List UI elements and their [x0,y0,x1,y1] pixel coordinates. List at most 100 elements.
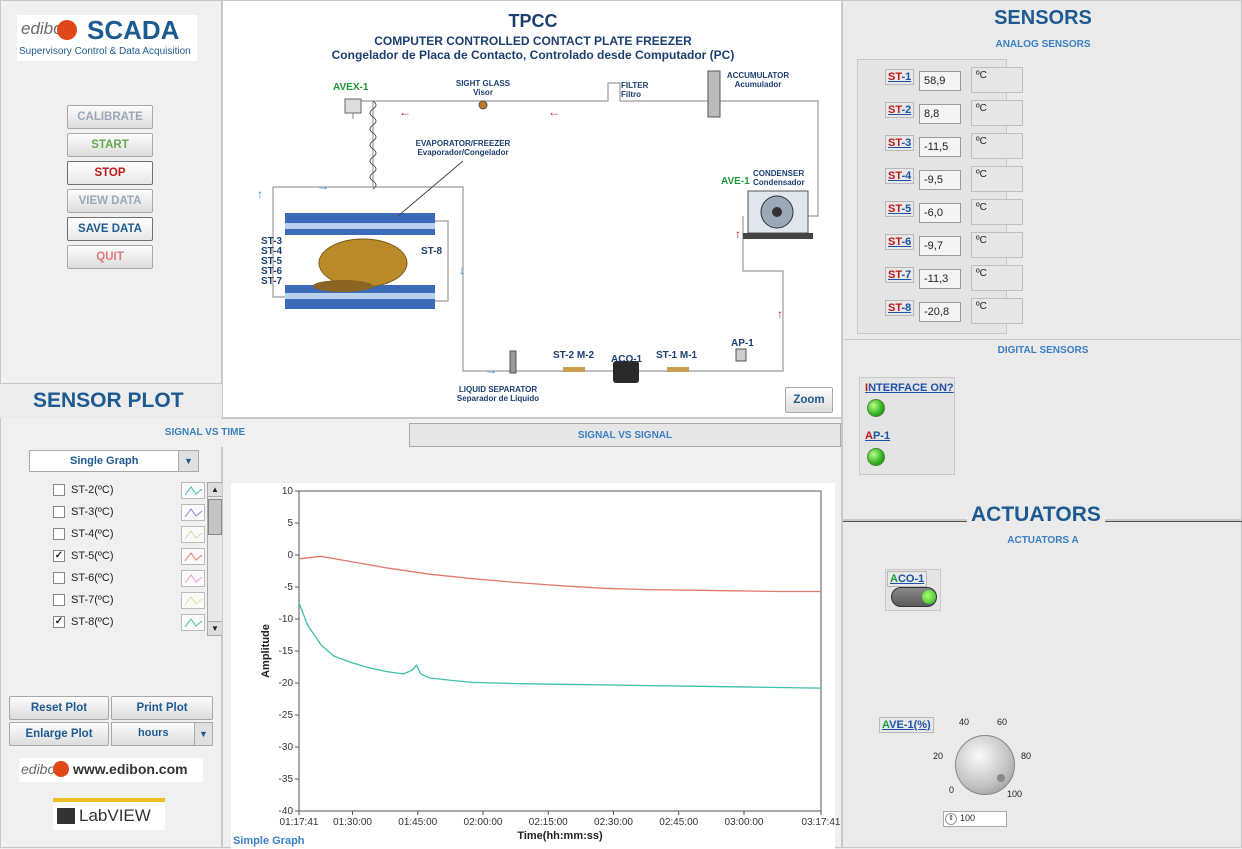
time-units-select[interactable]: hours ▼ [111,722,213,746]
channel-checkbox[interactable]: ✓ [53,550,65,562]
analog-sensor-unit: ºC [971,265,1023,291]
channel-checkbox[interactable] [53,528,65,540]
scroll-thumb[interactable] [208,499,222,535]
graph-mode-select[interactable]: Single Graph ▼ [29,450,199,472]
graph-panel: SIGNAL VS TIME SIGNAL VS SIGNAL 10 5 0 -5 -1… [1,418,842,849]
evaporator-label: EVAPORATOR/FREEZER Evaporador/Congelador [413,139,513,157]
channel-label: ST-5(ºC) [71,550,114,562]
evaporator-en: EVAPORATOR/FREEZER [415,139,511,148]
avex-valve [344,98,362,114]
channel-legend-swatch[interactable] [181,570,205,587]
x-tick-label: 01:30:00 [333,817,372,828]
enlarge-plot-button[interactable]: Enlarge Plot [9,722,109,746]
edibon-url-logo: edibon www.edibon.com [19,758,203,782]
channel-label: ST-6(ºC) [71,572,114,584]
y-axis-label: Amplitude [260,624,272,678]
y-tick-label: -25 [279,710,294,721]
channel-legend-swatch[interactable] [181,548,205,565]
channel-checkbox[interactable] [53,594,65,606]
tab-signal-vs-time[interactable]: SIGNAL VS TIME [1,419,409,447]
channel-row[interactable]: ✓ ST-5(ºC) [53,546,114,566]
sensor-num: -4 [901,170,912,182]
y-tick-label: 5 [287,518,293,529]
channel-row[interactable]: ✓ ST-8(ºC) [53,612,114,632]
zoom-button[interactable]: Zoom [785,387,833,413]
channel-row[interactable]: ST-4(ºC) [53,524,114,544]
sensor-prefix: ST [888,203,902,215]
chevron-down-icon[interactable]: ▼ [194,723,212,745]
evap-pointer [397,160,464,217]
analog-sensor-value: -9,7 [919,236,961,256]
avex-text: AVEX-1 [333,82,369,93]
calibrate-button[interactable]: CALIBRATE [67,105,153,129]
quit-button[interactable]: QUIT [67,245,153,269]
analog-sensor-unit: ºC [971,166,1023,192]
edibon-small-badge [53,761,69,777]
knob-tick-20: 20 [933,751,944,761]
st6-label: ST-6 [261,266,283,277]
channel-row[interactable]: ST-6(ºC) [53,568,114,588]
channel-legend-swatch[interactable] [181,504,205,521]
interface-on-led [867,399,885,417]
condenser-es: Condensador [753,178,805,187]
sensor-num: -2 [901,104,912,116]
series-line [298,555,821,593]
liquid-sep-es: Separador de Liquido [456,394,540,403]
st7-label: ST-7 [261,276,283,287]
ap1-pfx: A [865,430,873,442]
channel-checkbox[interactable] [53,484,65,496]
channel-label: ST-7(ºC) [71,594,114,606]
sensor-num: -8 [901,302,912,314]
sensor-prefix: ST [888,236,902,248]
analog-sensor-unit: ºC [971,133,1023,159]
channel-checkbox[interactable] [53,572,65,584]
channel-row[interactable]: ST-3(ºC) [53,502,114,522]
chevron-down-icon[interactable]: ▼ [178,451,198,471]
x-tick-label: 02:45:00 [659,817,698,828]
channel-checkbox[interactable]: ✓ [53,616,65,628]
save-data-button[interactable]: SAVE DATA [67,217,153,241]
scroll-up-icon[interactable]: ▲ [208,483,222,497]
stop-button[interactable]: STOP [67,161,153,185]
x-tick-label: 02:00:00 [464,817,503,828]
pipe-bottom [373,186,723,372]
plot-controls-panel: Single Graph ▼ ▲ ▼ Reset Plot Print Plot… [0,418,223,848]
digital-sensors-title: DIGITAL SENSORS [997,345,1089,356]
analog-sensor-label: ST-7 [885,267,915,283]
flow-arrow-icon: ↑ [777,307,783,321]
sensor-prefix: ST [888,104,902,116]
ave1-knob[interactable] [955,735,1015,795]
stepper-icon[interactable]: ⇕ [945,813,957,825]
channel-scrollbar[interactable]: ▲ ▼ [207,482,223,636]
channel-row[interactable]: ST-2(ºC) [53,480,114,500]
aco1-pfx: A [890,573,898,585]
actuators-subtitle: ACTUATORS A [1007,535,1079,546]
ave1-value-field[interactable]: ⇕ 100 [943,811,1007,827]
scroll-down-icon[interactable]: ▼ [208,621,222,635]
channel-legend-swatch[interactable] [181,482,205,499]
channel-legend-swatch[interactable] [181,614,205,631]
flow-arrow-icon: ← [548,105,560,119]
view-data-button[interactable]: VIEW DATA [67,189,153,213]
channel-legend-swatch[interactable] [181,526,205,543]
diagram-title: TPCC [508,11,558,31]
refrigeration-circuit [272,70,819,383]
channel-label: ST-8(ºC) [71,616,114,628]
start-button[interactable]: START [67,133,153,157]
channel-checkbox[interactable] [53,506,65,518]
liquid-separator-label: LIQUID SEPARATOR Separador de Liquido [448,385,548,403]
channel-row[interactable]: ST-7(ºC) [53,590,114,610]
accumulator-label: ACCUMULATOR Acumulador [723,71,793,89]
print-plot-button[interactable]: Print Plot [111,696,213,720]
tab-signal-vs-signal[interactable]: SIGNAL VS SIGNAL [409,423,841,447]
analog-sensor-unit: ºC [971,199,1023,225]
poultry-product [318,238,408,288]
ave1-pfx: A [882,719,890,731]
st1-m1-label: ST-1 M-1 [656,350,698,361]
sensor-plot-title: SENSOR PLOT [33,389,184,412]
analog-sensor-label: ST-3 [885,135,915,151]
reset-plot-button[interactable]: Reset Plot [9,696,109,720]
aco1-toggle[interactable] [891,587,937,607]
analog-sensor-unit: ºC [971,67,1023,93]
channel-legend-swatch[interactable] [181,592,205,609]
